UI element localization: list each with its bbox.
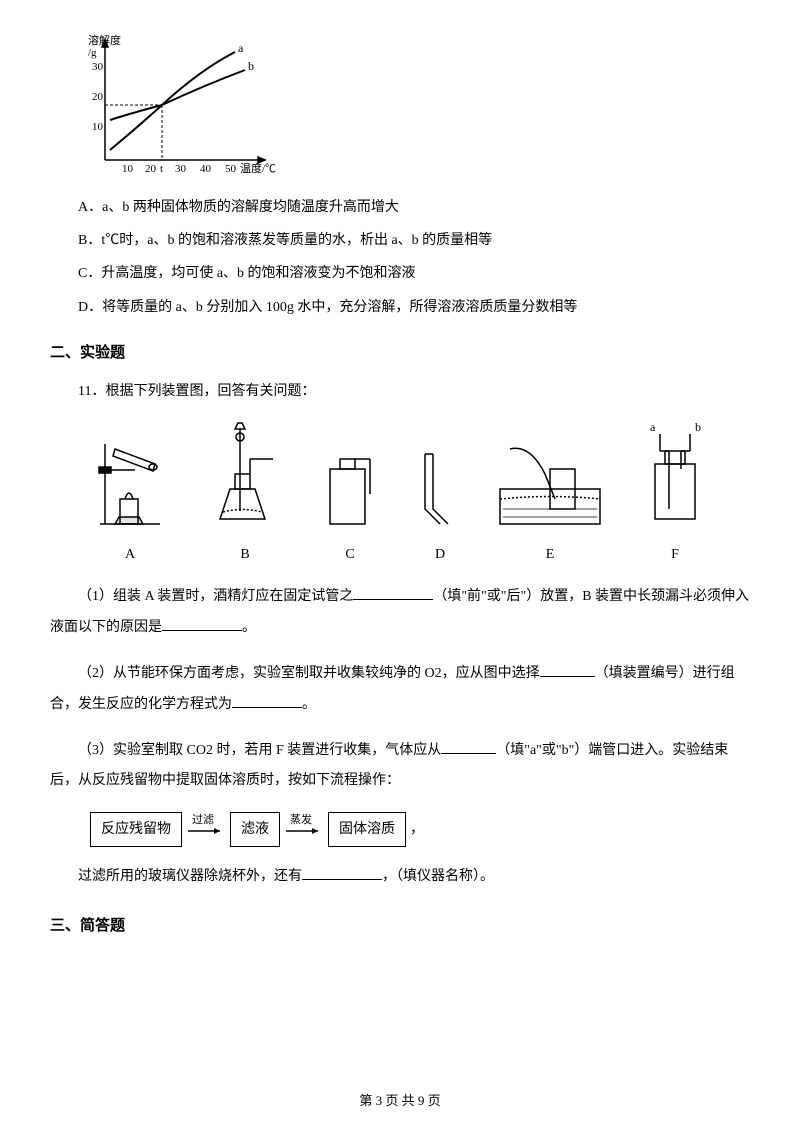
flow-arrow-1: 过滤 [186,813,226,846]
apparatus-d: D [415,439,465,567]
apparatus-a-label: A [85,542,175,567]
xtick-10: 10 [122,163,134,175]
ytick-20: 20 [92,91,104,103]
option-a: A．a、b 两种固体物质的溶解度均随温度升高而增大 [50,195,750,220]
apparatus-e: E [495,439,605,567]
xtick-30: 30 [175,163,187,175]
apparatus-e-label: E [495,542,605,567]
apparatus-a: A [85,429,175,567]
blank-2-1[interactable] [540,660,595,677]
apparatus-f: a b F [635,419,715,567]
apparatus-b-label: B [205,542,285,567]
option-c: C．升高温度，均可使 a、b 的饱和溶液变为不饱和溶液 [50,261,750,286]
apparatus-f-label: F [635,542,715,567]
xtick-40: 40 [200,163,212,175]
blank-3-1[interactable] [441,737,496,754]
xlabel: 温度/℃ [240,161,276,175]
series-a-label: a [238,41,244,55]
ytick-30: 30 [92,61,104,73]
apparatus-d-label: D [415,542,465,567]
blank-3-2[interactable] [302,863,382,880]
q11-intro: 11．根据下列装置图，回答有关问题： [50,379,750,404]
sub1-p1: （1）组装 A 装置时，酒精灯应在固定试管之 [78,589,353,604]
option-d: D．将等质量的 a、b 分别加入 100g 水中，充分溶解，所得溶液溶质质量分数… [50,295,750,320]
sub2-p3: 。 [302,697,316,712]
sub-question-3: （3）实验室制取 CO2 时，若用 F 装置进行收集，气体应从（填"a"或"b"… [50,736,750,798]
sub2-p1: （2）从节能环保方面考虑，实验室制取并收集较纯净的 O2，应从图中选择 [78,666,540,681]
svg-text:过滤: 过滤 [192,813,214,826]
option-b: B．t℃时，a、b 的饱和溶液蒸发等质量的水，析出 a、b 的质量相等 [50,228,750,253]
xtick-20: 20 [145,163,157,175]
blank-1-1[interactable] [353,584,433,601]
svg-text:蒸发: 蒸发 [290,813,312,826]
flow-diagram: 反应残留物 过滤 滤液 蒸发 固体溶质 ， [90,812,750,847]
apparatus-c: C [315,439,385,567]
sub-question-2: （2）从节能环保方面考虑，实验室制取并收集较纯净的 O2，应从图中选择（填装置编… [50,659,750,721]
flow-arrow-2: 蒸发 [284,813,324,846]
page-footer: 第 3 页 共 9 页 [0,1089,800,1112]
blank-2-2[interactable] [232,691,302,708]
flow-box-2: 滤液 [230,812,280,847]
series-b-label: b [248,59,254,73]
apparatus-f-b: b [695,420,701,434]
sub-question-1: （1）组装 A 装置时，酒精灯应在固定试管之（填"前"或"后"）放置，B 装置中… [50,582,750,644]
apparatus-f-a: a [650,420,656,434]
xtick-t: t [160,163,163,175]
sub3-p1: （3）实验室制取 CO2 时，若用 F 装置进行收集，气体应从 [78,743,441,758]
flow-box-1: 反应残留物 [90,812,182,847]
section-2-title: 二、实验题 [50,340,750,367]
ytick-10: 10 [92,121,104,133]
sub1-p3: 。 [242,620,256,635]
sub3b-p2: ，（填仪器名称）。 [382,869,494,884]
apparatus-b: B [205,419,285,567]
section-3-title: 三、简答题 [50,913,750,940]
blank-1-2[interactable] [162,614,242,631]
xtick-50: 50 [225,163,237,175]
solubility-chart: 溶解度 /g 10 20 30 10 20 t 30 40 50 温度/℃ a … [70,30,280,180]
sub3b-p1: 过滤所用的玻璃仪器除烧杯外，还有 [78,869,302,884]
flow-box-3: 固体溶质 [328,812,406,847]
ylabel-2: /g [88,47,97,59]
apparatus-row: A B C [70,419,730,567]
apparatus-c-label: C [315,542,385,567]
sub-question-3b: 过滤所用的玻璃仪器除烧杯外，还有 ，（填仪器名称）。 [50,862,750,893]
ylabel-1: 溶解度 [88,33,121,47]
